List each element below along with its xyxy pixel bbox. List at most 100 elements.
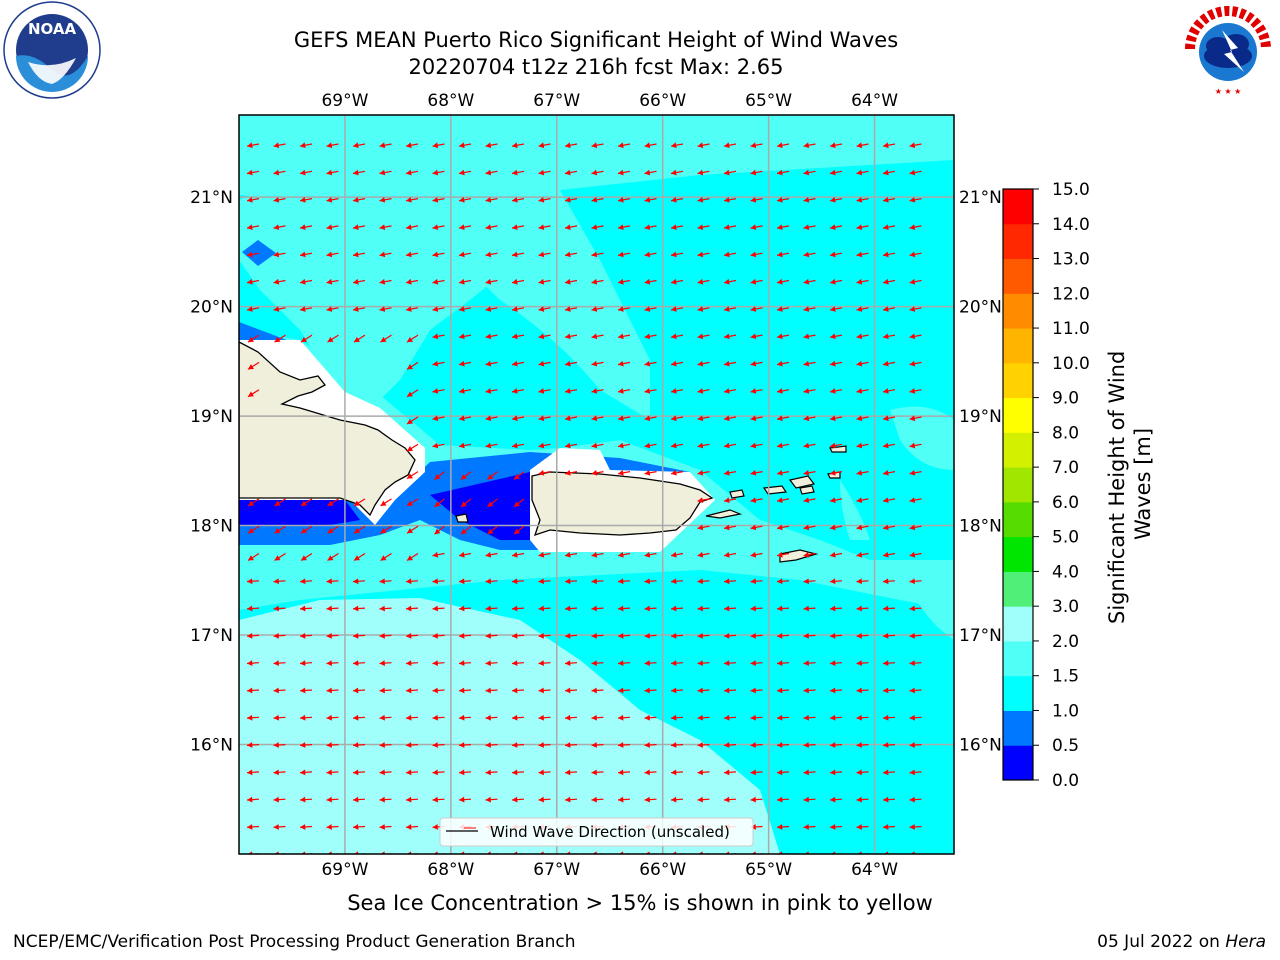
lon-label-top: 66°W: [639, 91, 686, 111]
wave-arrow-head: [724, 796, 730, 803]
wave-arrow-head: [406, 632, 412, 639]
colorbar-cell: [1003, 293, 1033, 329]
wave-arrow-head: [353, 769, 359, 776]
wave-arrow-head: [432, 142, 439, 149]
wave-arrow-head: [777, 605, 783, 612]
wave-arrow-head: [247, 278, 253, 285]
wave-arrow-head: [273, 687, 279, 694]
wave-arrow-head: [326, 197, 333, 203]
wave-arrow-head: [883, 197, 889, 203]
wave-arrow-head: [565, 197, 571, 203]
wave-arrow-head: [565, 660, 571, 667]
wave-arrow-head: [644, 360, 651, 367]
wave-arrow-head: [512, 632, 518, 639]
wave-arrow-head: [618, 142, 624, 149]
wave-arrow-head: [353, 306, 359, 312]
wave-arrow-head: [432, 360, 439, 367]
wave-arrow-head: [883, 333, 889, 340]
wave-arrow-head: [354, 527, 360, 534]
wave-arrow-head: [644, 687, 650, 694]
wave-arrow-head: [273, 824, 279, 830]
wave-arrow-head: [671, 660, 677, 667]
wave-arrow-head: [247, 796, 253, 803]
wave-arrow-head: [830, 632, 836, 639]
wave-arrow-head: [856, 605, 862, 612]
wave-arrow-head: [459, 605, 465, 612]
wave-arrow-head: [353, 251, 359, 258]
colorbar-tick-label: 1.5: [1052, 667, 1079, 687]
wave-arrow-head: [591, 605, 597, 612]
wave-arrow-head: [856, 251, 863, 258]
wave-arrow-head: [803, 742, 809, 748]
wave-arrow-head: [565, 278, 571, 285]
wave-arrow-head: [326, 142, 333, 149]
wave-arrow-head: [326, 660, 332, 667]
wave-arrow-head: [671, 632, 677, 639]
colorbar-tick-label: 15.0: [1052, 180, 1090, 200]
wave-arrow-head: [803, 360, 810, 367]
wave-arrow-head: [697, 197, 704, 203]
wave-arrow-head: [300, 687, 306, 694]
wave-arrow-head: [512, 169, 518, 176]
wave-arrow-head: [909, 333, 916, 340]
wave-arrow-head: [459, 142, 465, 149]
wave-arrow-head: [644, 551, 651, 558]
wave-arrow-head: [777, 142, 783, 149]
wave-arrow-head: [432, 306, 439, 312]
wave-arrow-head: [407, 336, 413, 343]
wave-arrow-head: [273, 605, 279, 612]
wave-arrow-head: [777, 796, 783, 803]
wave-arrow-head: [300, 796, 306, 803]
wave-arrow-head: [883, 497, 889, 503]
wave-arrow-head: [274, 336, 281, 343]
wave-arrow-head: [697, 742, 703, 748]
wave-arrow-head: [485, 796, 491, 803]
wave-arrow-head: [724, 632, 730, 639]
wave-arrow-head: [883, 687, 889, 694]
wave-arrow-head: [618, 742, 624, 748]
lat-label-left: 20°N: [190, 298, 233, 318]
wave-arrow-head: [459, 197, 465, 203]
wave-arrow-head: [432, 388, 439, 394]
wave-arrow-head: [247, 660, 253, 667]
wave-arrow-head: [459, 251, 465, 258]
wave-arrow-head: [274, 527, 281, 534]
wave-arrow-head: [379, 605, 385, 612]
wave-arrow-head: [883, 551, 889, 558]
wave-arrow-head: [618, 605, 624, 612]
wave-arrow-head: [434, 528, 441, 535]
wave-arrow-head: [830, 524, 836, 531]
wave-arrow-head: [565, 551, 571, 558]
wave-arrow-head: [565, 578, 571, 585]
wave-arrow-head: [830, 742, 836, 748]
wave-arrow-head: [777, 197, 783, 203]
lat-label-right: 18°N: [959, 517, 1002, 537]
wave-arrow-head: [273, 142, 280, 149]
wave-arrow-head: [883, 415, 889, 422]
wave-arrow-head: [434, 501, 441, 507]
lon-label-top: 67°W: [533, 91, 580, 111]
wave-arrow-head: [300, 224, 306, 230]
wave-arrow-head: [777, 497, 783, 503]
wave-arrow-head: [432, 442, 439, 449]
wave-arrow-head: [300, 824, 306, 830]
wave-arrow-head: [591, 197, 598, 203]
wave-arrow-head: [909, 360, 916, 367]
wave-arrow-head: [644, 388, 651, 394]
wave-arrow-head: [485, 169, 492, 176]
wave-arrow-head: [644, 415, 651, 422]
wave-arrow-head: [724, 524, 730, 531]
wave-arrow-head: [353, 197, 359, 203]
wave-arrow-head: [750, 605, 756, 612]
wave-arrow-head: [459, 742, 465, 748]
colorbar-cell: [1003, 432, 1033, 468]
plot-subtitle: 20220704 t12z 216h fcst Max: 2.65: [408, 55, 784, 79]
wave-arrow-head: [750, 415, 757, 422]
wave-arrow-head: [856, 578, 862, 585]
wave-arrow-head: [777, 714, 783, 721]
wave-arrow-head: [830, 388, 836, 394]
wave-arrow-head: [459, 278, 465, 285]
wave-arrow-head: [301, 500, 307, 506]
wave-arrow-head: [247, 251, 253, 258]
wave-arrow-head: [856, 551, 863, 558]
